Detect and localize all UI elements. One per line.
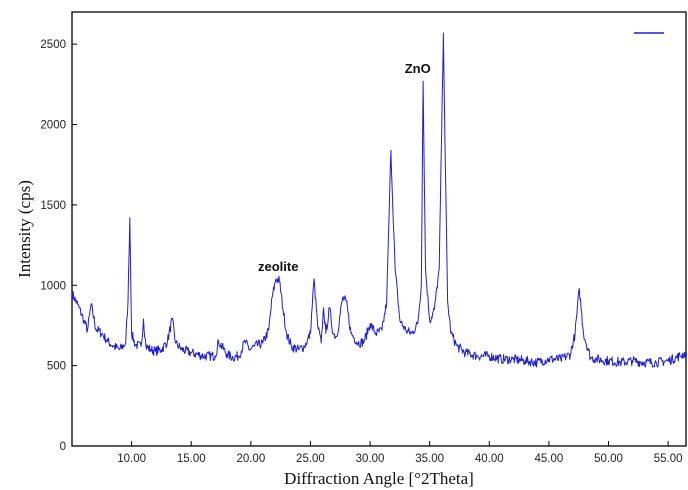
x-tick-label: 50.00 [594, 453, 623, 465]
x-tick-label: 45.00 [535, 453, 564, 465]
x-tick-label: 40.00 [475, 453, 504, 465]
x-axis-title: Diffraction Angle [°2Theta] [284, 469, 474, 488]
series-layer [71, 32, 687, 368]
peak-annotation: zeolite [258, 259, 298, 274]
y-tick-label: 2000 [40, 120, 66, 132]
plot-border [71, 11, 687, 447]
x-tick-label: 30.00 [356, 453, 385, 465]
y-tick-label: 0 [60, 441, 66, 453]
annotation-layer: zeolite ZnO [258, 61, 431, 274]
x-tick-label: 55.00 [654, 453, 683, 465]
x-tick-label: 20.00 [236, 453, 265, 465]
y-tick-label: 2500 [40, 39, 66, 51]
series-line [71, 32, 687, 368]
y-tick-label: 1500 [40, 200, 66, 212]
x-tick-label: 10.00 [117, 453, 146, 465]
axis-ticks: 10.00 15.00 20.00 25.00 30.00 35.00 40.00 45.00… [40, 39, 682, 465]
y-axis-title: Intensity (cps) [15, 180, 34, 278]
peak-annotation: ZnO [405, 61, 431, 76]
x-tick-label: 35.00 [415, 453, 444, 465]
plot-frame [71, 11, 687, 447]
y-tick-label: 500 [47, 361, 66, 373]
x-tick-label: 15.00 [177, 453, 206, 465]
y-tick-label: 1000 [40, 280, 66, 292]
x-tick-label: 25.00 [296, 453, 325, 465]
